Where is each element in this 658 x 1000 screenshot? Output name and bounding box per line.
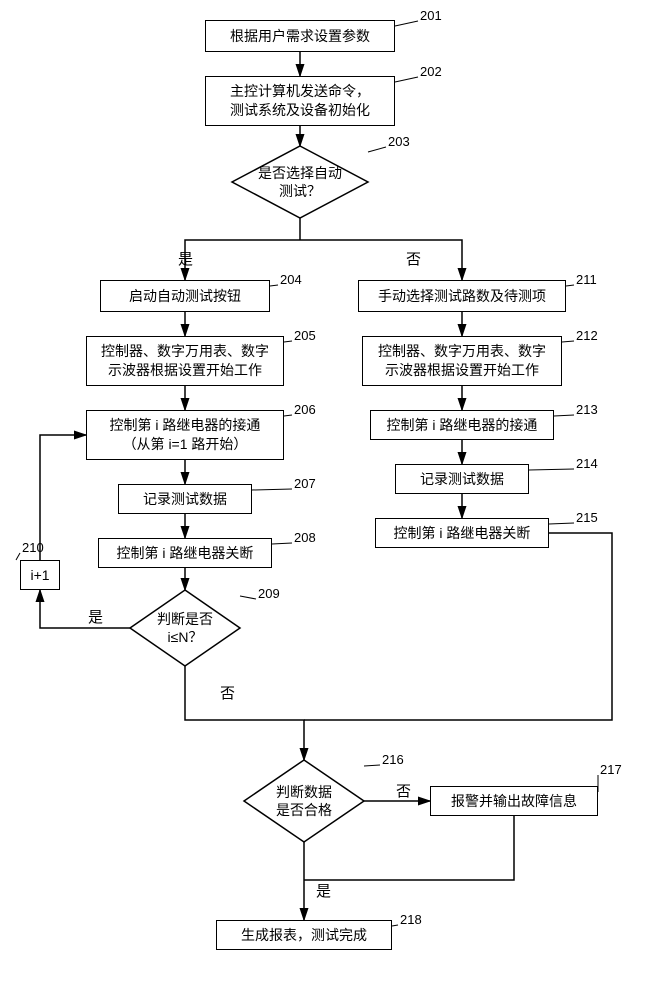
- node-text: 控制器、数字万用表、数字: [378, 342, 546, 361]
- node-text: 示波器根据设置开始工作: [385, 361, 539, 380]
- ref-209: 209: [258, 586, 280, 601]
- node-text: （从第 i=1 路开始）: [123, 435, 248, 454]
- process-n207: 记录测试数据: [118, 484, 252, 514]
- ref-208: 208: [294, 530, 316, 545]
- ref-213: 213: [576, 402, 598, 417]
- node-text: 手动选择测试路数及待测项: [378, 287, 546, 306]
- process-n213: 控制第 i 路继电器的接通: [370, 410, 554, 440]
- ref-210: 210: [22, 540, 44, 555]
- node-text: 生成报表，测试完成: [241, 926, 367, 945]
- node-text: 主控计算机发送命令，: [230, 82, 370, 101]
- process-n215: 控制第 i 路继电器关断: [375, 518, 549, 548]
- ref-211: 211: [576, 272, 597, 287]
- node-text: 是否合格: [276, 801, 332, 819]
- decision-d209: 判断是否i≤N？: [130, 590, 240, 666]
- process-n205: 控制器、数字万用表、数字示波器根据设置开始工作: [86, 336, 284, 386]
- ref-201: 201: [420, 8, 442, 23]
- process-n210: i+1: [20, 560, 60, 590]
- decision-d203: 是否选择自动测试？: [232, 146, 368, 218]
- node-text: i≤N？: [168, 628, 203, 646]
- ref-212: 212: [576, 328, 598, 343]
- ref-202: 202: [420, 64, 442, 79]
- node-text: 启动自动测试按钮: [129, 287, 241, 306]
- process-n201: 根据用户需求设置参数: [205, 20, 395, 52]
- process-n208: 控制第 i 路继电器关断: [98, 538, 272, 568]
- node-text: 控制第 i 路继电器关断: [394, 524, 531, 543]
- ref-203: 203: [388, 134, 410, 149]
- node-text: 控制第 i 路继电器关断: [117, 544, 254, 563]
- node-text: 是否选择自动: [258, 164, 342, 182]
- node-text: i+1: [30, 566, 49, 585]
- ref-206: 206: [294, 402, 316, 417]
- process-n211: 手动选择测试路数及待测项: [358, 280, 566, 312]
- ref-215: 215: [576, 510, 598, 525]
- node-text: 控制第 i 路继电器的接通: [387, 416, 538, 435]
- edge-label-yes203: 是: [178, 248, 193, 269]
- ref-204: 204: [280, 272, 302, 287]
- node-text: 测试？: [279, 182, 321, 200]
- process-n206: 控制第 i 路继电器的接通（从第 i=1 路开始）: [86, 410, 284, 460]
- node-text: 控制第 i 路继电器的接通: [110, 416, 261, 435]
- process-n204: 启动自动测试按钮: [100, 280, 270, 312]
- process-n217: 报警并输出故障信息: [430, 786, 598, 816]
- node-text: 测试系统及设备初始化: [230, 101, 370, 120]
- node-text: 判断是否: [157, 610, 213, 628]
- ref-216: 216: [382, 752, 404, 767]
- process-n218: 生成报表，测试完成: [216, 920, 392, 950]
- node-text: 记录测试数据: [420, 470, 504, 489]
- process-n214: 记录测试数据: [395, 464, 529, 494]
- ref-218: 218: [400, 912, 422, 927]
- edge-label-no203: 否: [406, 248, 421, 269]
- node-text: 控制器、数字万用表、数字: [101, 342, 269, 361]
- edge-label-yes216: 是: [316, 880, 331, 901]
- node-text: 记录测试数据: [143, 490, 227, 509]
- decision-d216: 判断数据是否合格: [244, 760, 364, 842]
- ref-205: 205: [294, 328, 316, 343]
- ref-214: 214: [576, 456, 598, 471]
- node-text: 根据用户需求设置参数: [230, 27, 370, 46]
- node-text: 判断数据: [276, 783, 332, 801]
- edge-label-yes209: 是: [88, 606, 103, 627]
- node-text: 示波器根据设置开始工作: [108, 361, 262, 380]
- ref-207: 207: [294, 476, 316, 491]
- process-n202: 主控计算机发送命令，测试系统及设备初始化: [205, 76, 395, 126]
- ref-217: 217: [600, 762, 622, 777]
- edge-label-no216: 否: [396, 780, 411, 801]
- edge-label-no209: 否: [220, 682, 235, 703]
- process-n212: 控制器、数字万用表、数字示波器根据设置开始工作: [362, 336, 562, 386]
- node-text: 报警并输出故障信息: [451, 792, 577, 811]
